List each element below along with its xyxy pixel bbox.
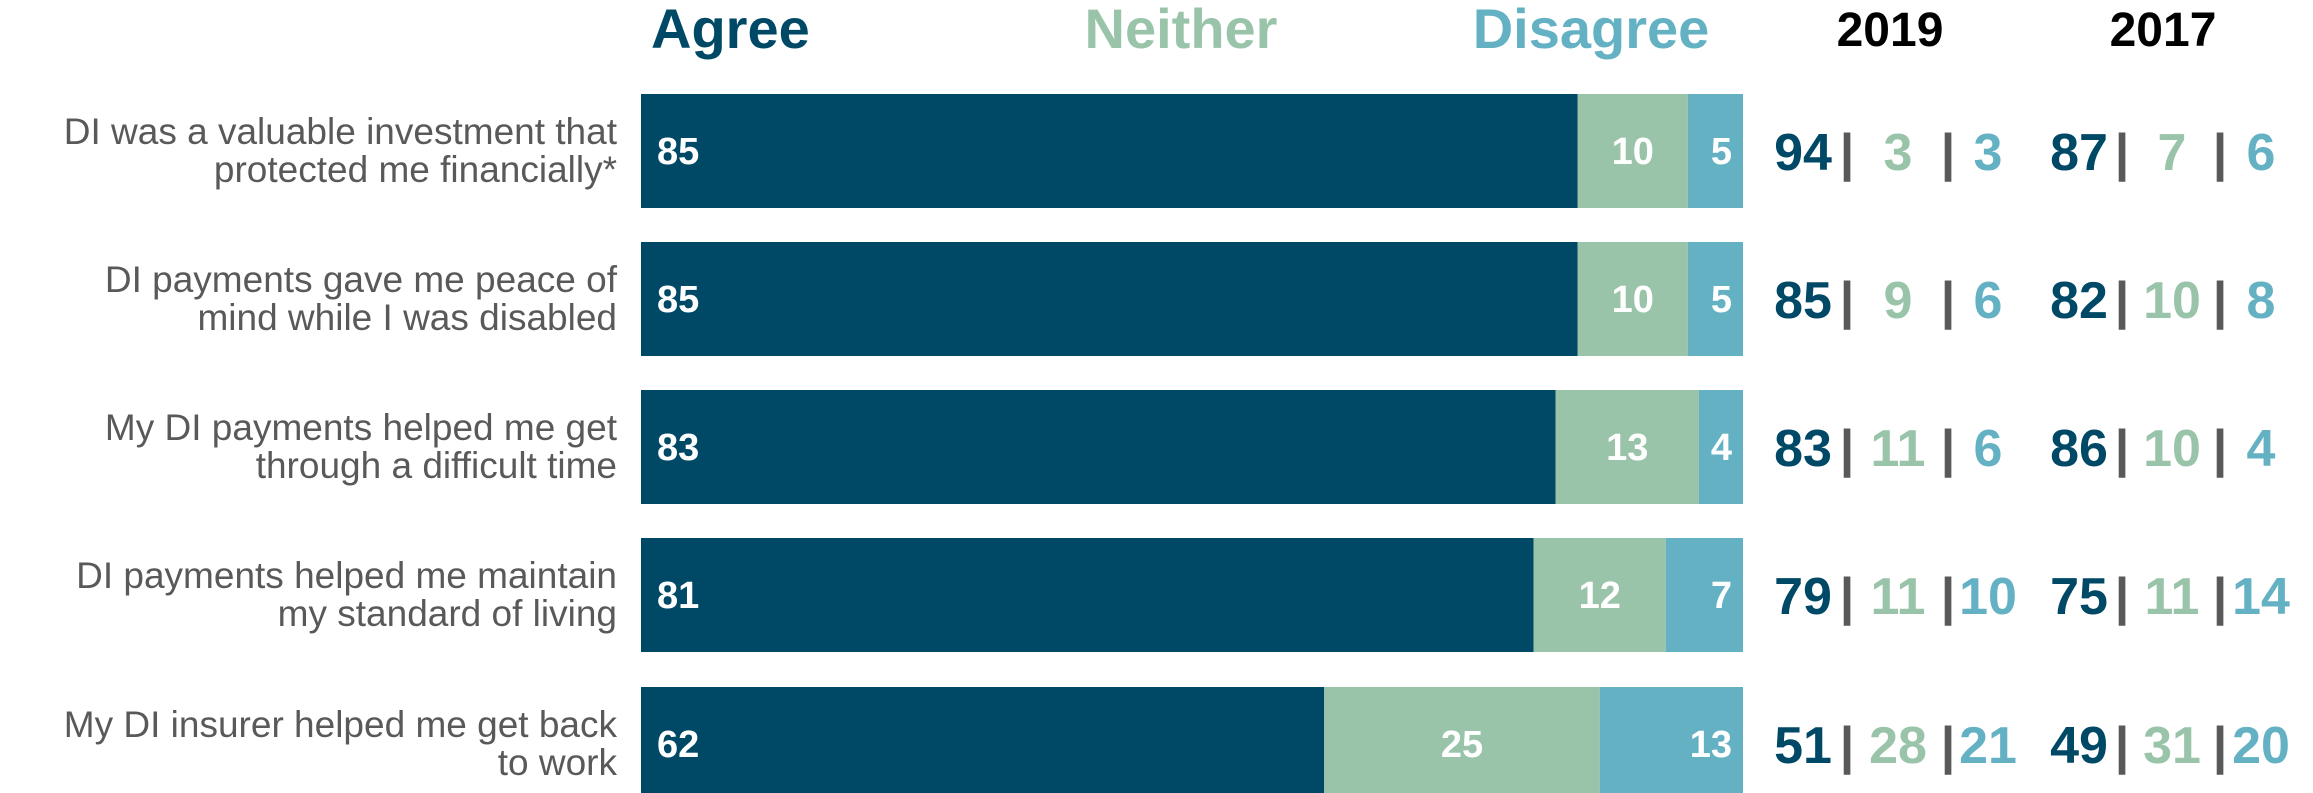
data-label-disagree: 5: [1711, 131, 1732, 173]
comparison-value-2017: 10: [2143, 420, 2201, 478]
comparison-value-2019: 83: [1774, 420, 1832, 478]
comparison-separator: |: [2213, 568, 2228, 626]
comparison-separator: |: [1840, 272, 1855, 330]
bar-segment-agree: [641, 538, 1534, 652]
comparison-value-2017: 75: [2050, 568, 2108, 626]
comparison-separator: |: [1840, 717, 1855, 775]
category-label: DI was a valuable investment that: [64, 111, 618, 152]
comparison-value-2017: 20: [2232, 717, 2290, 775]
category-label: protected me financially*: [214, 149, 617, 190]
bar-segment-agree: [641, 687, 1325, 793]
data-label-agree: 81: [657, 575, 699, 617]
comparison-separator: |: [2213, 272, 2228, 330]
comparison-separator: |: [1840, 420, 1855, 478]
bar-segment-neither: [1577, 242, 1688, 356]
category-label: through a difficult time: [256, 445, 617, 486]
bar-segment-agree: [641, 94, 1578, 208]
comparison-separator: |: [2115, 568, 2130, 626]
year-header-2019: 2019: [1837, 4, 1944, 57]
category-label: DI payments gave me peace of: [105, 259, 618, 300]
bar-segment-agree: [641, 242, 1578, 356]
bar-segment-neither: [1555, 390, 1699, 504]
comparison-value-2019: 10: [1959, 568, 2017, 626]
year-header-2017: 2017: [2110, 4, 2217, 57]
category-label: mind while I was disabled: [197, 297, 617, 338]
data-label-neither: 10: [1612, 131, 1654, 173]
comparison-value-2019: 94: [1774, 124, 1832, 182]
comparison-separator: |: [1941, 568, 1956, 626]
category-label: to work: [498, 742, 618, 783]
comparison-value-2019: 21: [1959, 717, 2017, 775]
comparison-value-2019: 3: [1884, 124, 1913, 182]
comparison-separator: |: [1941, 272, 1956, 330]
legend-disagree: Disagree: [1473, 0, 1710, 60]
data-label-agree: 83: [657, 427, 699, 469]
comparison-separator: |: [1840, 124, 1855, 182]
bar-segment-neither: [1533, 538, 1666, 652]
comparison-value-2019: 6: [1974, 272, 2003, 330]
comparison-value-2017: 49: [2050, 717, 2108, 775]
comparison-separator: |: [2213, 124, 2228, 182]
comparison-separator: |: [2213, 420, 2228, 478]
data-label-neither: 13: [1606, 427, 1648, 469]
data-label-neither: 25: [1441, 724, 1483, 766]
bar-segment-neither: [1324, 687, 1600, 793]
comparison-value-2017: 87: [2050, 124, 2108, 182]
bar-segment-neither: [1577, 94, 1688, 208]
category-label: My DI insurer helped me get back: [64, 704, 618, 745]
comparison-separator: |: [2115, 272, 2130, 330]
comparison-separator: |: [1941, 717, 1956, 775]
comparison-value-2017: 82: [2050, 272, 2108, 330]
comparison-value-2019: 11: [1871, 568, 1926, 626]
comparison-separator: |: [2213, 717, 2228, 775]
comparison-separator: |: [1941, 420, 1956, 478]
bar-segment-disagree: [1665, 538, 1743, 652]
comparison-separator: |: [2115, 420, 2130, 478]
bar-segment-disagree: [1599, 687, 1743, 793]
bar-segment-agree: [641, 390, 1556, 504]
comparison-value-2019: 85: [1774, 272, 1832, 330]
comparison-value-2017: 14: [2232, 568, 2290, 626]
data-label-agree: 62: [657, 724, 699, 766]
data-label-agree: 85: [657, 279, 699, 321]
comparison-value-2017: 4: [2247, 420, 2276, 478]
category-label: DI payments helped me maintain: [76, 555, 617, 596]
category-label: my standard of living: [278, 593, 617, 634]
data-label-disagree: 5: [1711, 279, 1732, 321]
data-label-disagree: 4: [1711, 427, 1732, 469]
comparison-value-2019: 9: [1884, 272, 1913, 330]
comparison-value-2017: 7: [2158, 124, 2187, 182]
comparison-value-2017: 10: [2143, 272, 2201, 330]
comparison-value-2017: 6: [2247, 124, 2276, 182]
comparison-value-2019: 28: [1869, 717, 1927, 775]
legend-neither: Neither: [1085, 0, 1278, 60]
data-label-agree: 85: [657, 131, 699, 173]
category-label: My DI payments helped me get: [105, 407, 618, 448]
data-label-neither: 10: [1612, 279, 1654, 321]
comparison-separator: |: [2115, 124, 2130, 182]
legend-agree: Agree: [651, 0, 810, 60]
comparison-value-2017: 86: [2050, 420, 2108, 478]
comparison-value-2017: 31: [2143, 717, 2201, 775]
data-label-neither: 12: [1579, 575, 1621, 617]
comparison-separator: |: [1941, 124, 1956, 182]
bar-segment-disagree: [1687, 94, 1743, 208]
comparison-value-2017: 8: [2247, 272, 2276, 330]
comparison-value-2019: 11: [1871, 420, 1926, 478]
comparison-value-2017: 11: [2145, 568, 2200, 626]
comparison-value-2019: 51: [1774, 717, 1832, 775]
data-label-disagree: 7: [1711, 575, 1732, 617]
bar-segment-disagree: [1698, 390, 1743, 504]
comparison-value-2019: 79: [1774, 568, 1832, 626]
comparison-separator: |: [1840, 568, 1855, 626]
comparison-value-2019: 3: [1974, 124, 2003, 182]
bar-segment-disagree: [1687, 242, 1743, 356]
data-label-disagree: 13: [1690, 724, 1732, 766]
comparison-separator: |: [2115, 717, 2130, 775]
comparison-value-2019: 6: [1974, 420, 2003, 478]
